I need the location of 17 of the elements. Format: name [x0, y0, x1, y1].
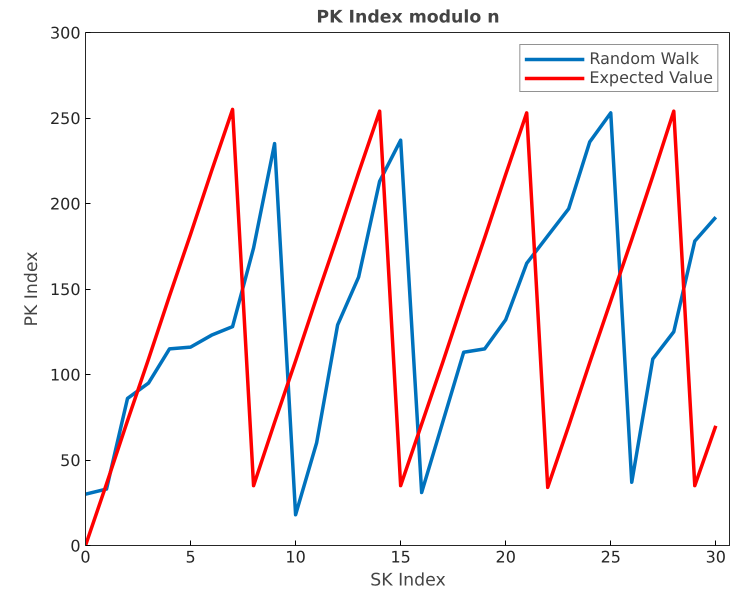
y-tick-label: 100	[50, 366, 81, 384]
legend-label: Expected Value	[589, 68, 713, 87]
y-tick-label: 200	[50, 194, 81, 214]
x-tick-label: 15	[390, 548, 411, 566]
y-axis-title: PK Index	[22, 251, 42, 327]
x-tick-label: 25	[600, 548, 621, 566]
chart-title: PK Index modulo n	[316, 8, 500, 28]
x-axis-title: SK Index	[370, 570, 446, 590]
x-tick-label: 5	[185, 548, 196, 566]
y-tick-label: 150	[50, 280, 81, 299]
y-tick-label: 50	[60, 451, 80, 470]
legend-label: Random Walk	[589, 49, 699, 68]
x-tick-label: 20	[496, 548, 516, 566]
y-tick-label: 300	[50, 24, 81, 42]
x-tick-label: 30	[706, 548, 726, 566]
y-tick-label: 250	[50, 109, 81, 128]
x-tick-label: 10	[285, 548, 306, 566]
